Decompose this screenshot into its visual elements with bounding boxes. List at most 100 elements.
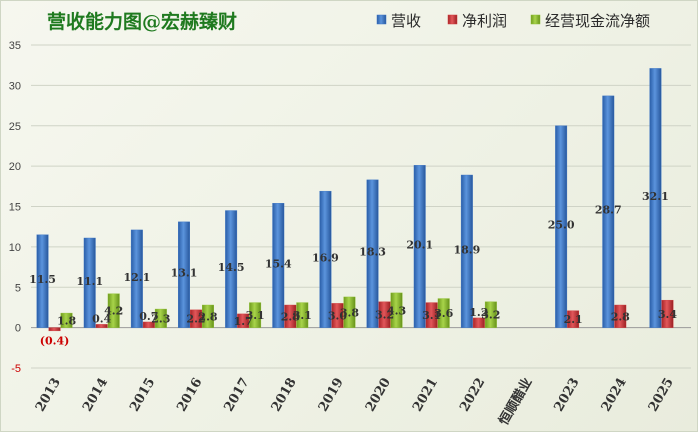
bar-operating-cash-flow — [107, 293, 120, 328]
data-label: 32.1 — [642, 190, 669, 203]
data-label: 3.0 — [328, 310, 347, 323]
bar-revenue — [413, 165, 426, 328]
data-label: 3.1 — [293, 309, 312, 322]
data-label: 3.1 — [422, 309, 441, 322]
x-tick-label: 恒顺醋业 — [496, 375, 536, 428]
x-tick-label: 2024 — [599, 376, 630, 415]
legend-label: 净利润 — [462, 12, 507, 30]
data-label: 11.1 — [76, 275, 103, 288]
data-label: 0.4 — [92, 312, 111, 325]
data-label: 2.3 — [151, 312, 170, 325]
bar-operating-cash-flow — [296, 302, 309, 328]
bar-operating-cash-flow — [154, 308, 167, 328]
x-tick-label: 2015 — [127, 376, 158, 415]
bar-operating-cash-flow — [484, 301, 497, 328]
bar-net-profit — [331, 303, 344, 328]
bar-operating-cash-flow — [343, 296, 356, 328]
bar-net-profit — [614, 304, 627, 328]
data-label: (0.4) — [40, 335, 70, 348]
bar-revenue — [178, 221, 190, 328]
data-label: 18.3 — [359, 246, 386, 259]
x-tick-label: 2016 — [174, 376, 205, 415]
y-tick-label: 20 — [9, 161, 21, 173]
x-tick-label: 2023 — [552, 376, 583, 415]
data-label: 14.5 — [218, 261, 245, 274]
bars — [36, 68, 674, 332]
y-tick-label: 5 — [15, 282, 21, 294]
data-label: 1.2 — [469, 306, 488, 319]
y-tick-label: 30 — [9, 80, 21, 92]
bar-net-profit — [378, 301, 391, 328]
y-tick-label: -5 — [11, 363, 21, 375]
bar-revenue — [225, 210, 238, 328]
data-label: 2.8 — [198, 310, 217, 323]
bar-revenue — [602, 95, 615, 328]
x-tick-label: 2020 — [363, 376, 394, 415]
bar-operating-cash-flow — [249, 302, 262, 328]
bar-revenue — [130, 229, 143, 328]
y-tick-label: 10 — [9, 242, 21, 254]
bar-net-profit — [190, 309, 202, 328]
bar-net-profit — [237, 313, 250, 328]
data-label: 16.9 — [312, 251, 339, 264]
y-tick-label: 25 — [9, 121, 21, 133]
data-label: 2.2 — [186, 313, 205, 326]
data-labels: 11.5 11.1 12.1 13.1 14.5 15.4 16.9 18.3 20.1 18.9… — [29, 190, 677, 348]
bar-net-profit — [425, 302, 438, 328]
bar-net-profit — [95, 324, 108, 328]
bar-revenue — [272, 203, 285, 328]
chart-title: 营收能力图@宏赫臻财 — [47, 10, 237, 33]
x-axis-ticks: 2013 2014 2015 2016 2017 2018 2019 2020 2021 2022… — [33, 375, 677, 428]
legend-swatch — [530, 14, 541, 25]
x-tick-label: 2018 — [269, 376, 300, 415]
data-label: 3.2 — [375, 309, 394, 322]
bar-operating-cash-flow — [390, 292, 403, 328]
data-label: 3.6 — [434, 307, 453, 320]
data-label: 4.3 — [387, 304, 406, 317]
legend-swatch — [376, 14, 387, 25]
x-tick-label: 2013 — [33, 376, 64, 415]
y-tick-label: 15 — [9, 202, 21, 214]
data-label: 18.9 — [453, 243, 480, 256]
data-label: 1.7 — [234, 315, 253, 328]
bar-revenue — [366, 179, 379, 328]
data-label: 11.5 — [29, 273, 56, 286]
data-label: 3.4 — [658, 308, 677, 321]
bar-net-profit — [48, 327, 61, 332]
x-tick-label: 2014 — [80, 376, 111, 415]
data-label: 25.0 — [548, 219, 575, 232]
bar-revenue — [460, 174, 473, 328]
data-label: 12.1 — [123, 271, 150, 284]
bar-net-profit — [142, 321, 155, 328]
x-tick-label: 2021 — [410, 376, 441, 415]
x-tick-label: 2017 — [222, 376, 253, 415]
bar-net-profit — [567, 310, 580, 328]
data-label: 3.8 — [340, 306, 359, 319]
data-label: 1.8 — [57, 314, 76, 327]
data-label: 28.7 — [595, 204, 622, 217]
data-label: 13.1 — [171, 267, 198, 280]
bar-revenue — [649, 68, 662, 328]
bar-operating-cash-flow — [437, 298, 450, 328]
bar-net-profit — [284, 304, 297, 328]
x-tick-label: 2022 — [457, 376, 488, 415]
bar-revenue — [36, 234, 49, 328]
gridlines — [31, 44, 691, 369]
legend-label: 经营现金流净额 — [545, 12, 650, 30]
legend-label: 营收 — [391, 12, 421, 30]
data-label: 2.8 — [281, 310, 300, 323]
bar-net-profit — [661, 299, 674, 328]
bar-revenue — [319, 190, 332, 328]
bar-net-profit — [472, 317, 485, 328]
data-label: 4.2 — [104, 305, 123, 318]
legend-swatch — [447, 14, 458, 25]
y-tick-label: 0 — [15, 323, 21, 335]
data-label: 20.1 — [406, 238, 433, 251]
bar-operating-cash-flow — [202, 304, 214, 328]
data-label: 3.2 — [481, 309, 500, 322]
y-tick-label: 35 — [9, 40, 21, 52]
x-tick-label: 2019 — [316, 376, 347, 415]
data-label: 3.1 — [246, 309, 265, 322]
data-label: 0.7 — [139, 310, 158, 323]
